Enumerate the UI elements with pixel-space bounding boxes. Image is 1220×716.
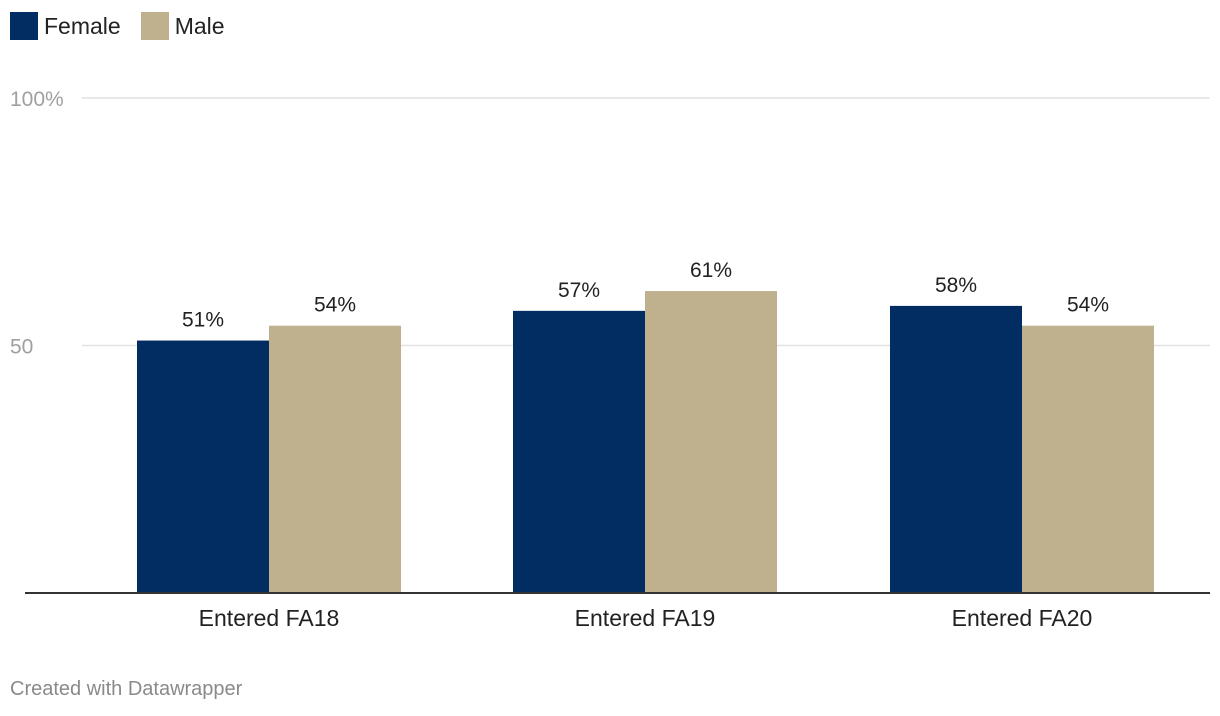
legend-label-male: Male [174,12,225,39]
y-tick-label-0: 50 [10,336,33,359]
bar-female-1 [513,310,645,593]
x-tick-label-1: Entered FA19 [575,605,716,631]
data-label-female-2: 58% [935,274,977,297]
legend-item-male: Male [140,12,225,40]
legend-item-female: Female [10,12,121,40]
x-tick-label-2: Entered FA20 [952,605,1093,631]
data-label-female-1: 57% [558,279,600,302]
bar-male-0 [269,325,401,593]
data-label-male-2: 54% [1067,294,1109,317]
bar-male-2 [1022,325,1154,593]
bar-female-2 [890,305,1022,593]
data-label-male-0: 54% [314,294,356,317]
legend-swatch-female [10,12,38,40]
data-label-female-0: 51% [182,309,224,332]
bar-male-1 [645,291,777,593]
y-tick-label-1: 100% [10,88,64,111]
data-label-male-1: 61% [690,259,732,282]
footer-credit: Created with Datawrapper [10,678,243,700]
x-tick-label-0: Entered FA18 [199,605,340,631]
bar-female-0 [137,340,269,593]
legend-swatch-male [140,12,169,40]
legend: Female Male [10,12,225,40]
legend-label-female: Female [44,12,121,39]
